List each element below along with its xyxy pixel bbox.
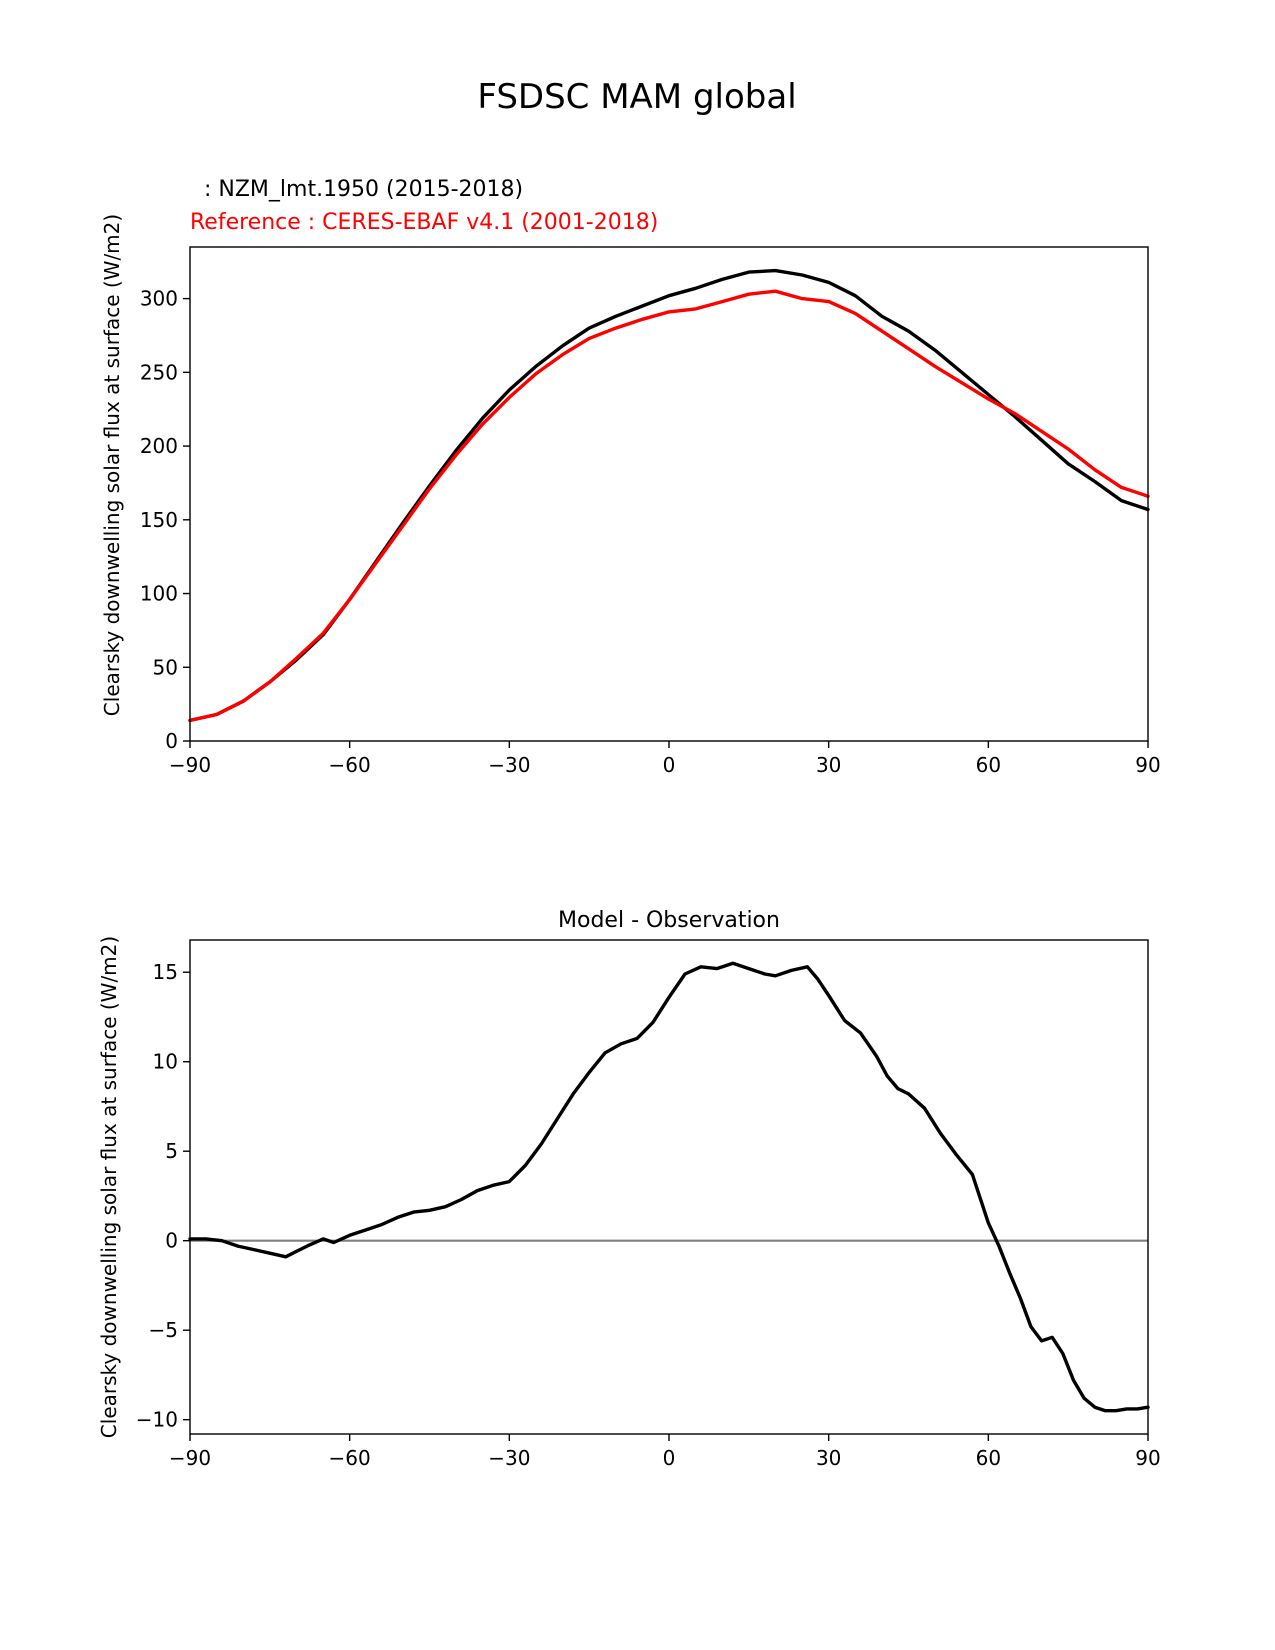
figure-title: FSDSC MAM global xyxy=(477,77,796,117)
top-y-tick-label: 100 xyxy=(140,582,178,606)
top-y-tick-label: 200 xyxy=(140,434,178,458)
bottom-y-tick-label: 0 xyxy=(165,1229,178,1253)
bottom-y-tick-label: 15 xyxy=(153,960,178,984)
top-series-line-0 xyxy=(188,268,1150,723)
bottom-x-tick-label: −90 xyxy=(169,1446,211,1470)
top-x-tick-label: 0 xyxy=(663,753,676,777)
top-x-tick-label: 60 xyxy=(976,753,1001,777)
bottom-series-line-0 xyxy=(188,961,1150,1413)
reference-title: Reference : CERES-EBAF v4.1 (2001-2018) xyxy=(190,210,658,235)
bottom-y-axis-label: Clearsky downwelling solar flux at surfa… xyxy=(97,936,121,1438)
top-y-tick-label: 0 xyxy=(165,729,178,753)
top-ticks: −90 −60 −30 0 30 60 90 0 50 100 150 200 250 300 xyxy=(140,287,1161,777)
bottom-x-tick-label: 0 xyxy=(663,1446,676,1470)
top-series-line-1 xyxy=(188,289,1150,723)
bottom-axes-frame xyxy=(189,939,1149,1435)
top-y-tick-label: 50 xyxy=(153,655,178,679)
top-y-tick-label: 250 xyxy=(140,360,178,384)
difference-title: Model - Observation xyxy=(558,908,780,933)
bottom-x-tick-label: −60 xyxy=(329,1446,371,1470)
bottom-x-tick-label: −30 xyxy=(488,1446,530,1470)
bottom-plot-area xyxy=(188,961,1150,1413)
top-y-tick-label: 150 xyxy=(140,508,178,532)
top-x-tick-label: −90 xyxy=(169,753,211,777)
bottom-x-tick-label: 60 xyxy=(976,1446,1001,1470)
bottom-x-tick-label: 90 xyxy=(1135,1446,1160,1470)
top-x-tick-label: −30 xyxy=(488,753,530,777)
bottom-y-tick-label: −10 xyxy=(136,1408,178,1432)
bottom-y-tick-label: 5 xyxy=(165,1139,178,1163)
top-y-axis-label: Clearsky downwelling solar flux at surfa… xyxy=(100,214,124,716)
top-x-tick-label: −60 xyxy=(329,753,371,777)
bottom-ticks: −90 −60 −30 0 30 60 90 −10 −5 0 5 10 15 xyxy=(136,960,1161,1470)
bottom-x-tick-label: 30 xyxy=(816,1446,841,1470)
top-plot-area xyxy=(188,268,1150,723)
bottom-y-tick-label: 10 xyxy=(153,1050,178,1074)
bottom-y-tick-label: −5 xyxy=(149,1318,178,1342)
top-x-tick-label: 30 xyxy=(816,753,841,777)
bottom-chart: Model - Observation Clearsky downwelling… xyxy=(97,908,1161,1470)
top-y-tick-label: 300 xyxy=(140,287,178,311)
top-x-tick-label: 90 xyxy=(1135,753,1160,777)
top-axes-frame xyxy=(189,246,1149,742)
top-chart: : NZM_lmt.1950 (2015-2018) Reference : C… xyxy=(100,177,1161,777)
model-title: : NZM_lmt.1950 (2015-2018) xyxy=(190,177,523,202)
